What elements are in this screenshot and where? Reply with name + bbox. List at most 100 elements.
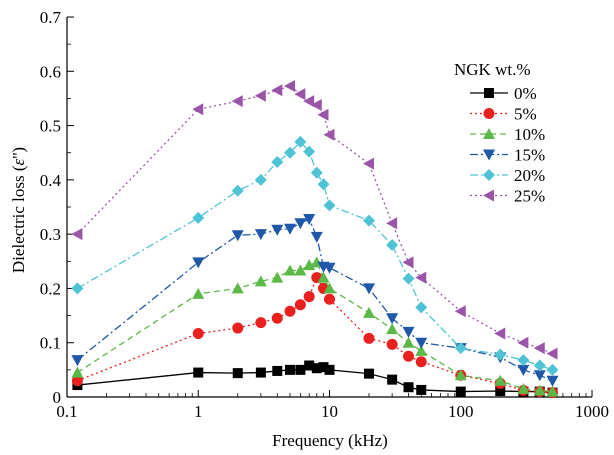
y-tick-label: 0.3 (40, 225, 61, 244)
data-point (71, 282, 84, 295)
series-2 (71, 256, 559, 397)
data-point (546, 375, 559, 387)
legend-item: 10% (470, 125, 545, 144)
data-point (303, 213, 316, 225)
data-point (517, 382, 530, 394)
data-point (546, 363, 559, 376)
legend-marker (483, 128, 495, 139)
x-tick-label: 10 (321, 402, 338, 421)
y-tick-label: 0.7 (40, 8, 62, 27)
data-point (317, 178, 330, 191)
legend-item: 15% (470, 146, 545, 165)
legend-label: 0% (514, 84, 537, 103)
plot-area: 0.1 1 10 100 1000 00.10.20.30.40.50.60.7 (40, 8, 609, 421)
x-tick-label: 1000 (575, 402, 609, 421)
data-point (294, 264, 307, 276)
data-point (415, 344, 428, 356)
y-tick-label: 0.2 (40, 279, 61, 298)
legend-label: 10% (514, 125, 545, 144)
data-point (303, 145, 316, 158)
data-point (363, 157, 375, 170)
data-point (323, 199, 336, 212)
y-axis-title-prefix: Dielectric loss ( (9, 165, 28, 273)
data-point (271, 224, 284, 236)
data-point (255, 317, 267, 329)
data-point (271, 312, 283, 324)
y-axis-title-prime: '' (9, 153, 28, 159)
data-point (363, 283, 376, 295)
data-point (415, 301, 428, 314)
data-point (416, 384, 427, 395)
data-point (294, 299, 306, 311)
data-point (294, 135, 307, 148)
data-point (192, 211, 205, 224)
series-line (76, 218, 553, 382)
data-point (254, 89, 266, 102)
series-3 (71, 213, 559, 387)
data-point (386, 217, 398, 230)
legend-marker (483, 149, 495, 161)
data-point (283, 79, 295, 92)
data-point (310, 231, 323, 243)
data-point (517, 354, 530, 367)
data-point (402, 336, 415, 348)
y-axis-title-symbol: ε (9, 158, 28, 165)
data-point (402, 272, 415, 285)
data-point (193, 367, 204, 378)
data-point (284, 305, 296, 317)
series-5 (71, 79, 558, 360)
data-point (271, 84, 283, 97)
data-point (363, 214, 376, 227)
y-axis-title-suffix: ) (9, 147, 28, 153)
data-point (403, 382, 414, 393)
y-tick-label: 0.6 (40, 62, 61, 81)
data-point (272, 365, 283, 376)
data-point (231, 230, 244, 242)
y-tick-label: 0.4 (40, 171, 62, 190)
data-point (294, 218, 307, 230)
data-point (310, 166, 323, 179)
legend-title: NGK wt.% (454, 60, 531, 79)
data-point (310, 98, 322, 111)
data-point (71, 375, 83, 387)
data-point (192, 287, 205, 299)
data-point (283, 146, 296, 159)
data-point (533, 359, 546, 372)
legend-item: 20% (470, 166, 545, 185)
data-point (295, 364, 306, 375)
legend-item: 25% (470, 187, 545, 206)
data-point (254, 229, 267, 241)
data-point (454, 342, 467, 355)
data-point (283, 223, 296, 235)
data-point (402, 326, 415, 338)
legend-label: 20% (514, 166, 545, 185)
data-point (403, 350, 415, 362)
data-point (231, 282, 244, 294)
y-axis-ticks: 0 0.1 0.2 0.3 0.4 0.5 0.6 0.7 (40, 8, 74, 407)
series-line (77, 276, 553, 394)
data-point (324, 364, 335, 375)
data-point (415, 271, 427, 284)
data-point (254, 275, 267, 287)
data-point (71, 355, 84, 367)
data-point (311, 363, 322, 374)
data-point (517, 336, 529, 349)
data-point (271, 155, 284, 168)
data-point (494, 327, 506, 340)
data-point (323, 128, 335, 141)
data-point (386, 338, 398, 350)
y-tick-label: 0.1 (40, 334, 61, 353)
legend-label: 15% (514, 146, 545, 165)
data-point (363, 332, 375, 344)
data-point (455, 386, 466, 397)
data-point (402, 256, 414, 269)
data-point (232, 368, 243, 379)
series-line (76, 85, 553, 355)
legend-item: 5% (470, 105, 537, 124)
data-point (415, 337, 428, 349)
data-point (232, 322, 244, 334)
legend-label: 25% (514, 187, 545, 206)
data-point (363, 306, 376, 318)
data-point (454, 369, 467, 381)
